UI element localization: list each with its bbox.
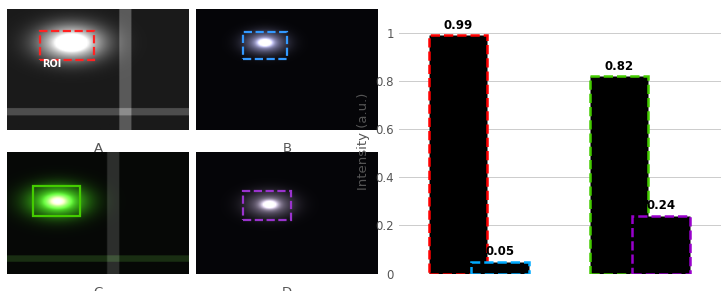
Text: D: D [282, 286, 292, 291]
Text: 0.99: 0.99 [443, 19, 472, 32]
Bar [590, 76, 648, 274]
Bar [430, 35, 487, 274]
Text: 0.82: 0.82 [605, 60, 634, 72]
Text: B: B [282, 142, 291, 155]
Bar [471, 262, 529, 274]
Text: A: A [93, 142, 103, 155]
Text: C: C [93, 286, 103, 291]
Text: 0.24: 0.24 [646, 199, 676, 212]
Text: 0.05: 0.05 [486, 245, 515, 258]
Y-axis label: Intensity (a.u.): Intensity (a.u.) [357, 93, 370, 190]
Text: ROI: ROI [41, 59, 61, 69]
Bar [632, 216, 690, 274]
